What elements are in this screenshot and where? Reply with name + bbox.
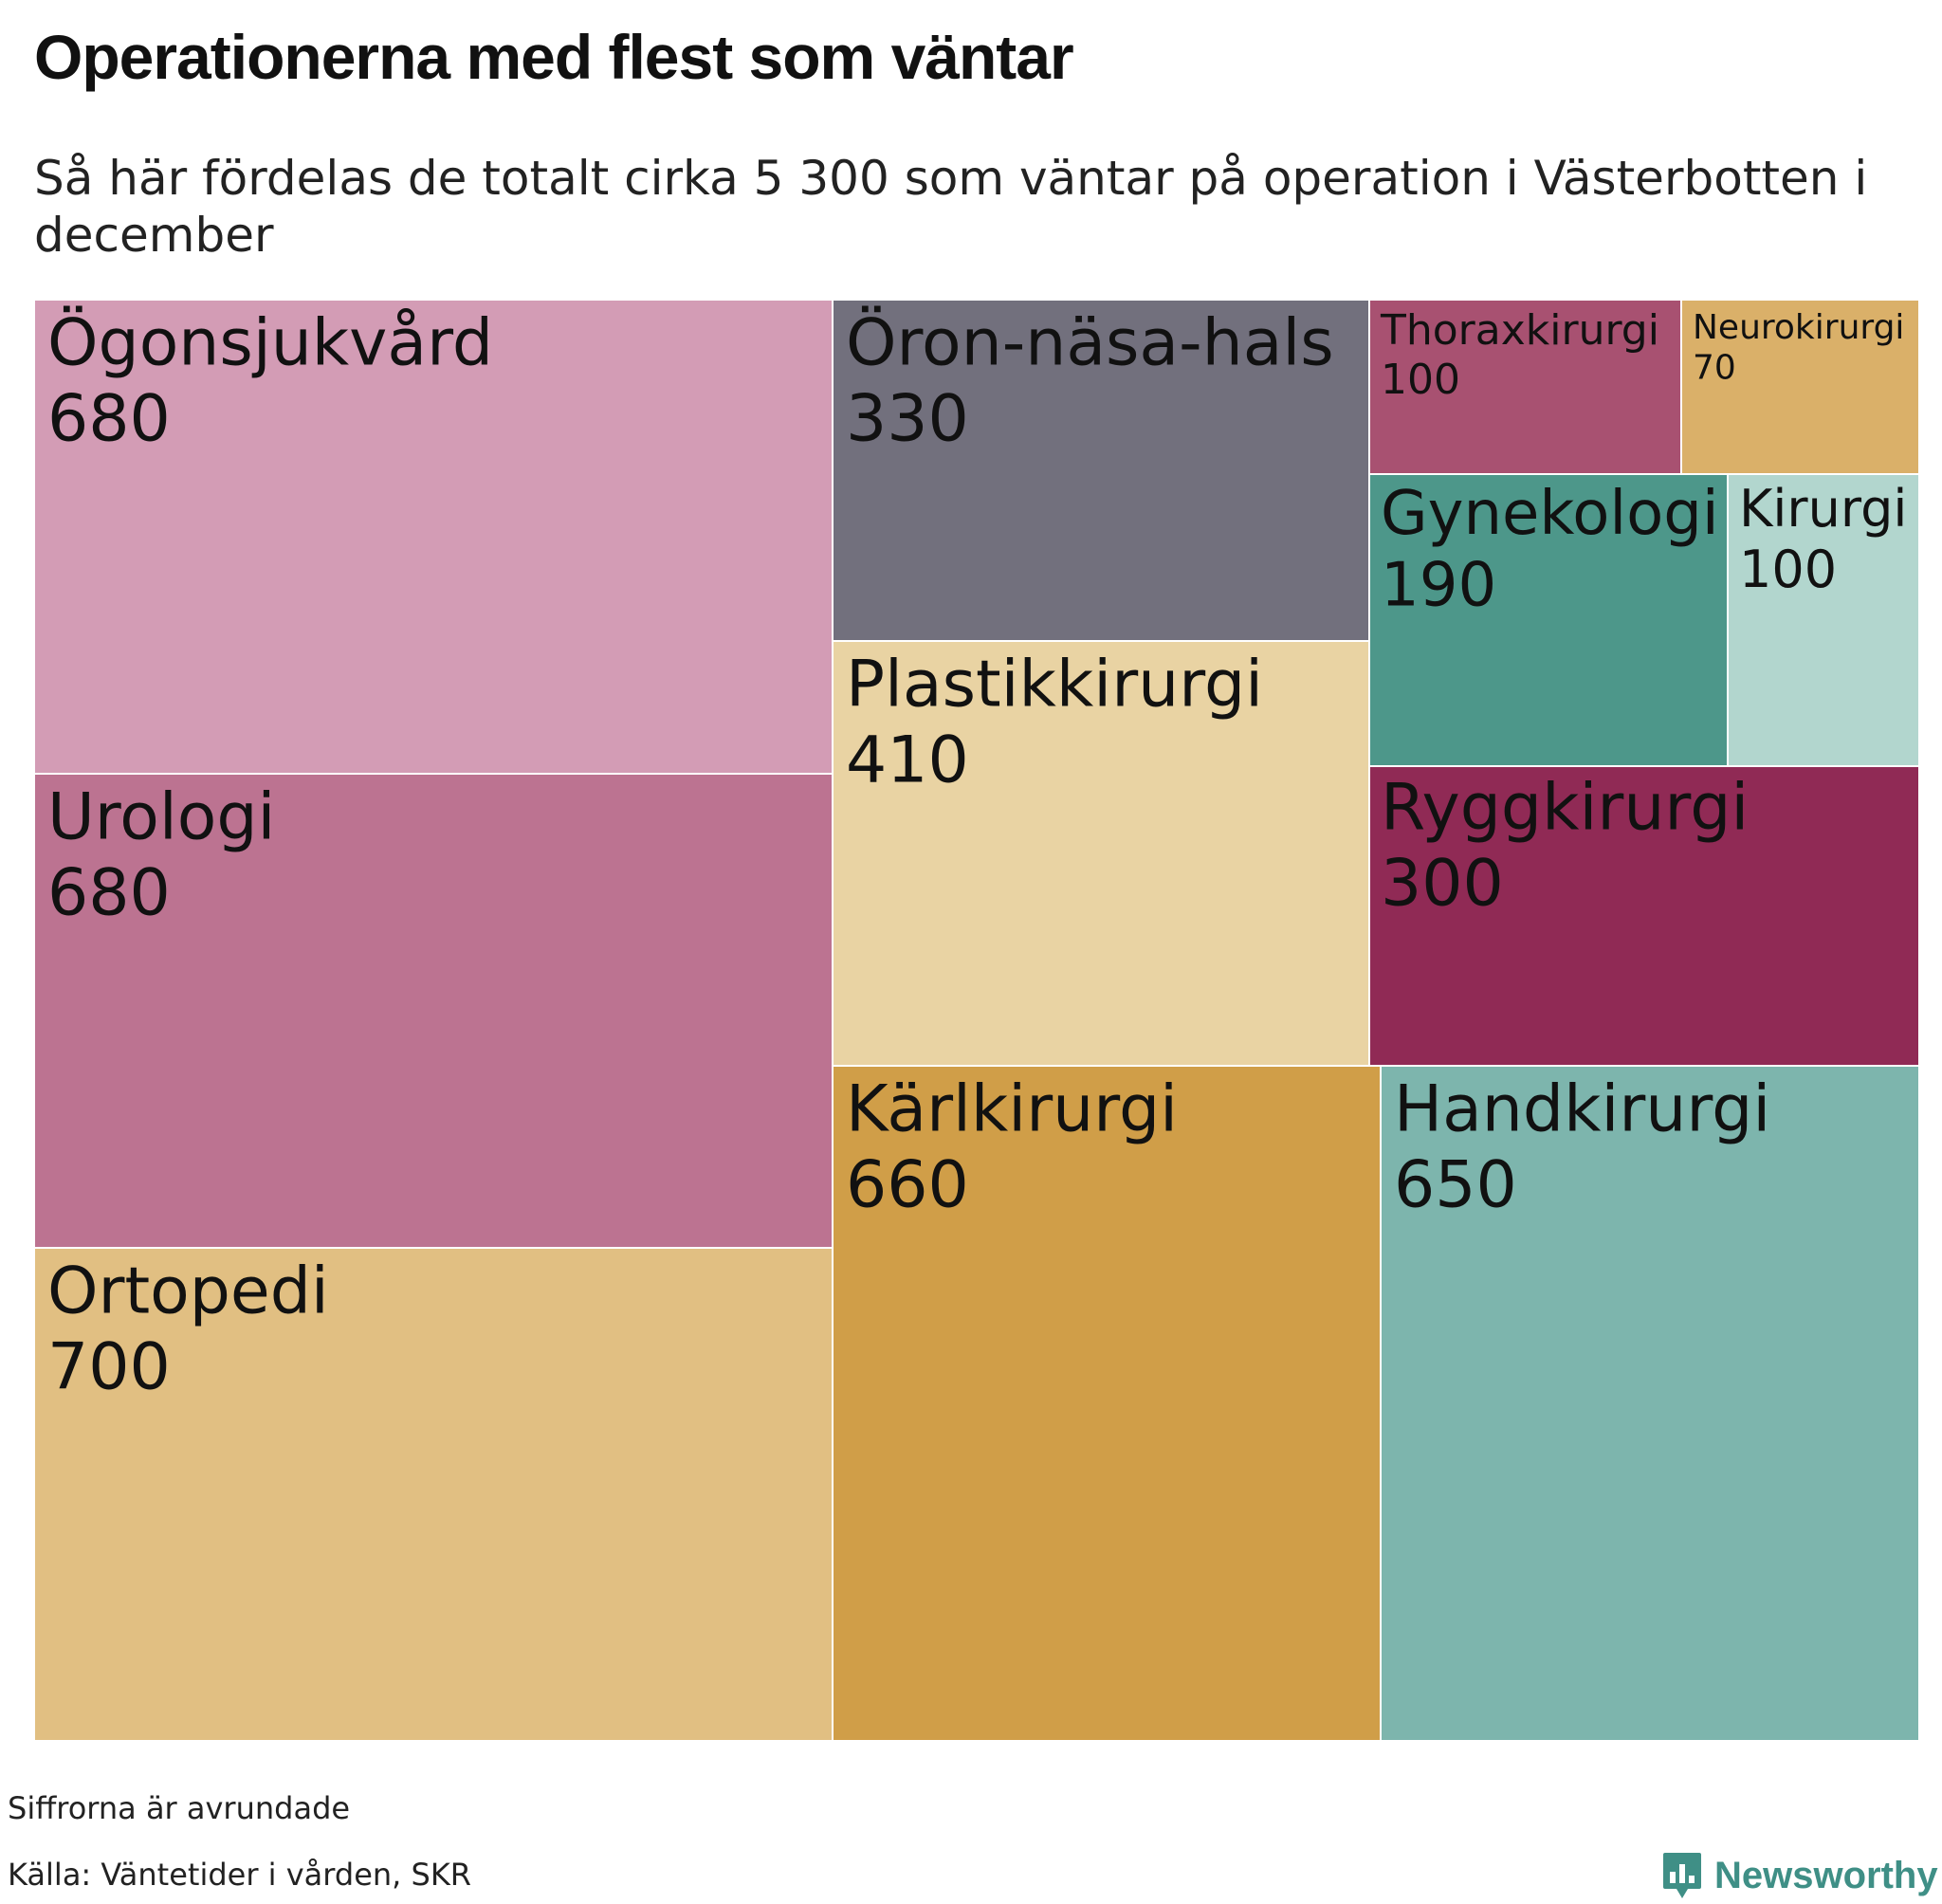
tile-kirurgi-value: 100 [1739,540,1837,599]
tile-thoraxkirurgi-label: Thoraxkirurgi [1380,306,1659,355]
tile-kirurgi-label: Kirurgi [1739,479,1907,539]
tile-ortopedi-rect [33,1247,834,1742]
tile-ryggkirurgi-value: 300 [1381,847,1504,922]
tile-oron-nasa-hals-value: 330 [846,382,969,457]
tile-ogonsjukvard-label: Ögonsjukvård [47,305,493,380]
logo-text: Newsworthy [1714,1854,1938,1896]
tile-neurokirurgi-value: 70 [1693,348,1736,387]
tile-oron-nasa-hals-label: Öron-näsa-hals [846,305,1334,380]
tile-ogonsjukvard-value: 680 [47,382,171,457]
chart-subtitle: Så här fördelas de totalt cirka 5 300 so… [34,151,1868,263]
tile-plastikkirurgi-rect [832,640,1370,1067]
tile-ryggkirurgi-rect [1368,765,1920,1067]
chart-title: Operationerna med flest som väntar [34,22,1074,92]
tile-karlkirurgi-value: 660 [846,1148,969,1223]
tile-ortopedi-label: Ortopedi [47,1254,329,1328]
tile-handkirurgi-value: 650 [1394,1148,1517,1223]
tile-urologi-label: Urologi [47,779,275,854]
tile-handkirurgi-label: Handkirurgi [1394,1071,1770,1146]
tile-neurokirurgi-label: Neurokirurgi [1693,308,1904,347]
tile-urologi-rect [33,773,834,1249]
source-note: Källa: Väntetider i vården, SKR [8,1857,472,1893]
tile-neurokirurgi-rect [1680,299,1920,475]
tile-thoraxkirurgi-value: 100 [1381,356,1460,404]
footnote: Siffrorna är avrundade [8,1790,351,1826]
tile-oron-nasa-hals-rect [832,299,1370,642]
tile-urologi-value: 680 [47,856,171,931]
tile-thoraxkirurgi-rect [1368,299,1682,475]
tile-karlkirurgi-label: Kärlkirurgi [846,1071,1178,1146]
tile-karlkirurgi-rect [832,1065,1382,1742]
tile-ortopedi-value: 700 [47,1330,171,1405]
tile-gynekologi-value: 190 [1381,551,1496,621]
newsworthy-logo: Newsworthy [1661,1847,1938,1904]
tile-handkirurgi-rect [1380,1065,1920,1742]
tile-plastikkirurgi-value: 410 [846,723,969,798]
tile-plastikkirurgi-label: Plastikkirurgi [846,647,1263,722]
tile-ryggkirurgi-label: Ryggkirurgi [1381,770,1749,845]
tile-kirurgi-rect [1727,473,1920,767]
tile-gynekologi-label: Gynekologi [1381,479,1719,549]
newsworthy-chart-bubble-icon [1663,1853,1701,1898]
tile-gynekologi-rect [1368,473,1729,767]
